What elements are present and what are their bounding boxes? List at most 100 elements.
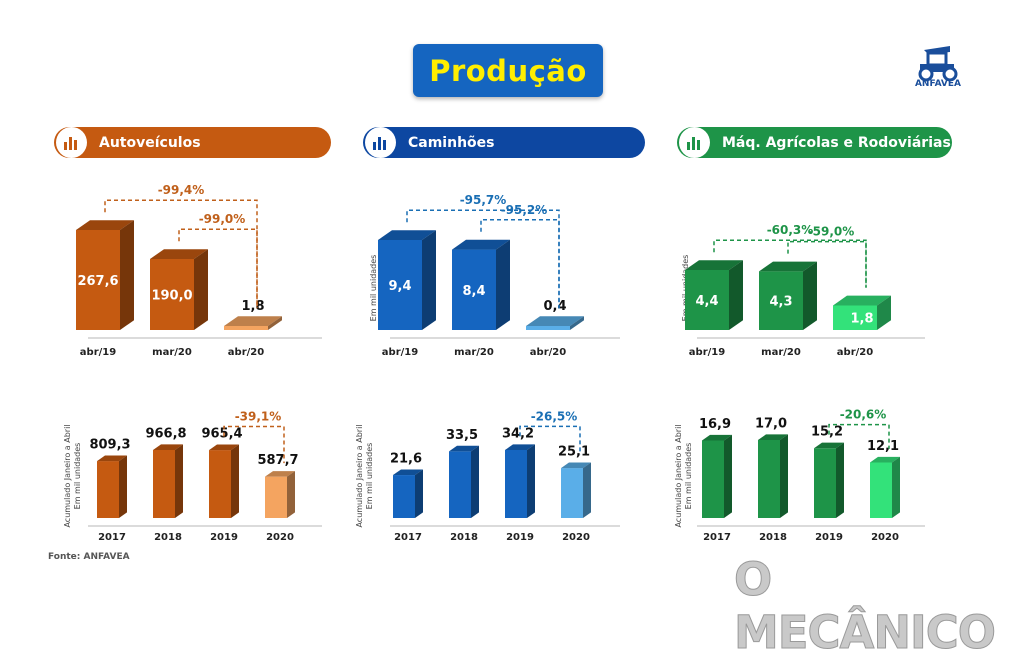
bar-top (97, 455, 127, 462)
bar-front (209, 450, 231, 518)
bar (685, 260, 743, 330)
bar-chart-icon-bar (64, 142, 67, 150)
bar-top (209, 444, 239, 451)
bar-top (76, 220, 134, 230)
bar-front (378, 240, 422, 330)
bar (97, 455, 127, 518)
bar-side (836, 442, 844, 518)
bar-value-label: 587,7 (257, 453, 298, 468)
bar-side (583, 462, 591, 518)
bar-value-label: 21,6 (390, 451, 422, 466)
bar-value-label: 16,9 (699, 417, 731, 432)
bar (759, 261, 817, 330)
bar-chart-icon-bar (697, 140, 700, 150)
x-tick-label: abr/20 (530, 347, 566, 358)
comparison-bracket (178, 228, 258, 309)
x-tick-label: 2018 (154, 532, 182, 543)
bar-front (561, 468, 583, 518)
bar-side (120, 220, 134, 330)
bar-front (452, 249, 496, 330)
bar (870, 456, 900, 518)
bar-side (422, 230, 436, 330)
bar (449, 445, 479, 518)
section-title: Máq. Agrícolas e Rodoviárias (722, 134, 951, 151)
bar-side (175, 444, 183, 518)
x-tick-label: 2019 (815, 532, 843, 543)
bar-top (505, 444, 535, 450)
bar-side (194, 249, 208, 330)
bar (209, 444, 239, 518)
bar (153, 444, 183, 518)
x-tick-label: 2020 (871, 532, 899, 543)
bar (76, 220, 134, 330)
bar-side (892, 456, 900, 518)
bar (150, 249, 208, 330)
bar-side (268, 316, 282, 330)
bar-side (877, 295, 891, 330)
bar-top (759, 261, 817, 272)
bar-front (97, 461, 119, 518)
bar-side (803, 261, 817, 330)
bar-value-label: 966,8 (145, 426, 186, 441)
x-tick-label: 2018 (759, 532, 787, 543)
bar-chart-icon-bar (378, 137, 381, 150)
x-tick-label: 2017 (703, 532, 731, 543)
bar-front (150, 258, 194, 330)
bar-front (526, 326, 570, 330)
bar-side (287, 471, 295, 518)
bar-top (814, 442, 844, 449)
bar-value-label: 17,0 (755, 416, 787, 431)
x-tick-label: mar/20 (454, 347, 494, 358)
bar-value-label: 965,4 (201, 426, 242, 441)
bar-front (685, 270, 729, 330)
x-tick-label: 2020 (266, 532, 294, 543)
x-tick-label: 2017 (394, 532, 422, 543)
y-axis-label: Acumulado Janeiro a Abril (674, 424, 683, 527)
percent-change-label: -39,1% (235, 409, 282, 423)
bar-value-label: 12,1 (867, 439, 899, 454)
bar-value-label: 1,8 (850, 312, 873, 327)
bar-chart-icon-bar (69, 137, 72, 150)
y-axis-label: Acumulado Janeiro a Abril (63, 424, 72, 527)
bar-chart-icon-bar (373, 142, 376, 150)
bar-chart-icon (56, 127, 87, 158)
bar-front (265, 476, 287, 518)
bar (833, 295, 891, 330)
bar-side (231, 444, 239, 518)
bar-value-label: 8,4 (462, 284, 485, 299)
chart-5: Acumulado Janeiro a Abril Em mil unidades… (674, 408, 925, 543)
x-tick-label: 2019 (210, 532, 238, 543)
x-tick-label: abr/20 (228, 347, 264, 358)
comparison-bracket (787, 240, 867, 288)
bar-top (153, 444, 183, 450)
bar-value-label: 0,4 (543, 299, 566, 314)
chart-3: Acumulado Janeiro a Abril Em mil unidades… (63, 409, 322, 543)
x-tick-label: mar/20 (761, 347, 801, 358)
comparison-bracket (519, 425, 581, 455)
bar-value-label: 1,8 (241, 299, 264, 314)
bar-top (526, 316, 584, 326)
bar-front (759, 271, 803, 330)
bar-top (758, 434, 788, 440)
bar-value-label: 267,6 (77, 274, 118, 289)
y-axis-label-2: Em mil unidades (73, 443, 82, 510)
bar-front (505, 450, 527, 518)
bar-front (224, 326, 268, 330)
bar-front (814, 448, 836, 518)
bar-chart-icon (679, 127, 710, 158)
bar-side (415, 469, 423, 518)
x-tick-label: 2018 (450, 532, 478, 543)
bar-side (724, 434, 732, 518)
watermark-text: O MECÂNICO (734, 553, 997, 659)
percent-change-label: -60,3% (767, 223, 814, 237)
section-title: Autoveículos (99, 134, 201, 151)
bar-top (150, 249, 208, 259)
bar-top (378, 230, 436, 240)
section-header-autoveiculos: Autoveículos (54, 127, 331, 158)
bar-value-label: 809,3 (89, 437, 130, 452)
bar-front (758, 440, 780, 518)
percent-change-label: -26,5% (531, 409, 578, 423)
percent-change-label: -95,7% (460, 193, 507, 207)
bar-front (870, 462, 892, 518)
bar-front (833, 305, 877, 330)
